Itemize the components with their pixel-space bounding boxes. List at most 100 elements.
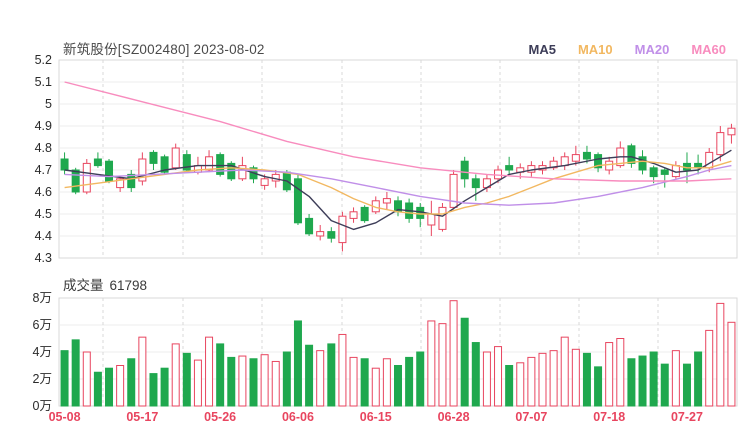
volume-bar bbox=[371, 367, 380, 407]
candle-body bbox=[93, 158, 102, 167]
volume-axis-label: 8万 bbox=[33, 291, 52, 305]
volume-bar bbox=[605, 342, 614, 407]
volume-bar bbox=[349, 356, 358, 407]
candle-body bbox=[660, 169, 669, 175]
volume-bar bbox=[282, 351, 291, 407]
volume-label: 成交量 bbox=[63, 278, 104, 293]
volume-bar bbox=[71, 339, 80, 407]
x-axis-label: 06-06 bbox=[282, 410, 314, 424]
candle-body bbox=[82, 162, 91, 193]
candle-body bbox=[293, 178, 302, 224]
price-axis-label: 4.3 bbox=[35, 251, 52, 265]
volume-bar bbox=[382, 358, 391, 407]
x-axis-label: 07-27 bbox=[671, 410, 703, 424]
candle-body bbox=[105, 160, 114, 182]
volume-bar bbox=[271, 360, 280, 407]
volume-bar bbox=[527, 356, 536, 407]
ma60-line bbox=[64, 81, 732, 182]
volume-bar bbox=[571, 348, 580, 407]
candle-body bbox=[571, 154, 580, 162]
ma20-line bbox=[64, 164, 732, 206]
price-axis-label: 5.2 bbox=[35, 53, 52, 67]
candle-body bbox=[171, 147, 180, 169]
price-axis-label: 4.7 bbox=[35, 163, 52, 177]
x-axis-label: 06-15 bbox=[360, 410, 392, 424]
candle-body bbox=[238, 165, 247, 180]
candle-body bbox=[349, 211, 358, 219]
volume-bar bbox=[305, 344, 314, 407]
candle-body bbox=[594, 154, 603, 169]
candle-body bbox=[727, 127, 736, 136]
candle-body bbox=[338, 215, 347, 244]
volume-bar bbox=[327, 343, 336, 407]
volume-bar bbox=[449, 300, 458, 407]
price-pane-border bbox=[58, 59, 738, 259]
volume-bar bbox=[394, 365, 402, 407]
volume-header: 成交量 61798 bbox=[63, 274, 147, 294]
volume-axis-label: 2万 bbox=[33, 372, 52, 386]
candle-body bbox=[605, 160, 614, 171]
volume-bar bbox=[594, 366, 603, 407]
volume-bar bbox=[427, 320, 436, 407]
volume-bar bbox=[438, 323, 447, 407]
volume-bar bbox=[649, 351, 658, 407]
x-axis-label: 06-28 bbox=[438, 410, 470, 424]
candle-body bbox=[649, 167, 658, 178]
candle-body bbox=[471, 178, 480, 189]
candle-body bbox=[505, 165, 514, 171]
volume-bar bbox=[338, 333, 347, 407]
ma-legend: MA5 MA10 MA20 MA60 bbox=[528, 42, 726, 57]
volume-bar bbox=[127, 358, 136, 407]
volume-bar bbox=[538, 352, 547, 407]
chart-header: 新筑股份[SZ002480] 2023-08-02 MA5 MA10 MA20 … bbox=[63, 38, 726, 58]
volume-bar bbox=[516, 362, 525, 407]
volume-bar bbox=[138, 336, 147, 407]
volume-bar bbox=[116, 365, 125, 407]
volume-bar bbox=[205, 336, 214, 407]
volume-axis-label: 6万 bbox=[33, 318, 52, 332]
candle-body bbox=[527, 165, 536, 173]
candle-body bbox=[305, 217, 314, 235]
candle-body bbox=[116, 178, 125, 189]
price-axis-label: 5.1 bbox=[35, 75, 52, 89]
page-title: 新筑股份[SZ002480] 2023-08-02 bbox=[63, 42, 265, 57]
volume-bar bbox=[316, 350, 325, 407]
volume-bar bbox=[560, 336, 569, 407]
candle-body bbox=[382, 198, 391, 204]
candle-body bbox=[460, 160, 469, 180]
price-axis-label: 4.6 bbox=[35, 185, 52, 199]
candle-body bbox=[149, 151, 158, 164]
volume-bar bbox=[660, 363, 669, 407]
x-axis-label: 05-08 bbox=[49, 410, 81, 424]
volume-bar bbox=[671, 350, 680, 407]
candle-body bbox=[205, 156, 214, 171]
volume-bar bbox=[160, 367, 169, 407]
volume-value: 61798 bbox=[109, 278, 148, 293]
volume-bar bbox=[227, 356, 236, 407]
candle-body bbox=[549, 160, 558, 169]
volume-bar bbox=[471, 342, 480, 407]
candle-body bbox=[60, 158, 69, 171]
price-axis-label: 4.8 bbox=[35, 141, 52, 155]
volume-bar bbox=[616, 338, 625, 407]
volume-axis-label: 0万 bbox=[33, 399, 52, 413]
candle-body bbox=[216, 154, 225, 175]
ma10-line bbox=[64, 160, 732, 215]
volume-bar bbox=[82, 351, 91, 407]
price-axis-label: 4.5 bbox=[35, 207, 52, 221]
volume-bar bbox=[705, 329, 714, 407]
volume-bar bbox=[682, 363, 691, 407]
volume-axis-label: 4万 bbox=[33, 345, 52, 359]
candle-body bbox=[360, 206, 369, 222]
volume-bar bbox=[727, 321, 736, 407]
volume-bar bbox=[360, 358, 369, 407]
candle-body bbox=[316, 231, 325, 237]
volume-bar bbox=[549, 350, 558, 407]
legend-ma20: MA20 bbox=[634, 42, 670, 57]
candle-body bbox=[327, 231, 336, 239]
volume-bar bbox=[105, 367, 114, 407]
volume-bar bbox=[505, 365, 514, 407]
volume-bar bbox=[182, 352, 191, 407]
